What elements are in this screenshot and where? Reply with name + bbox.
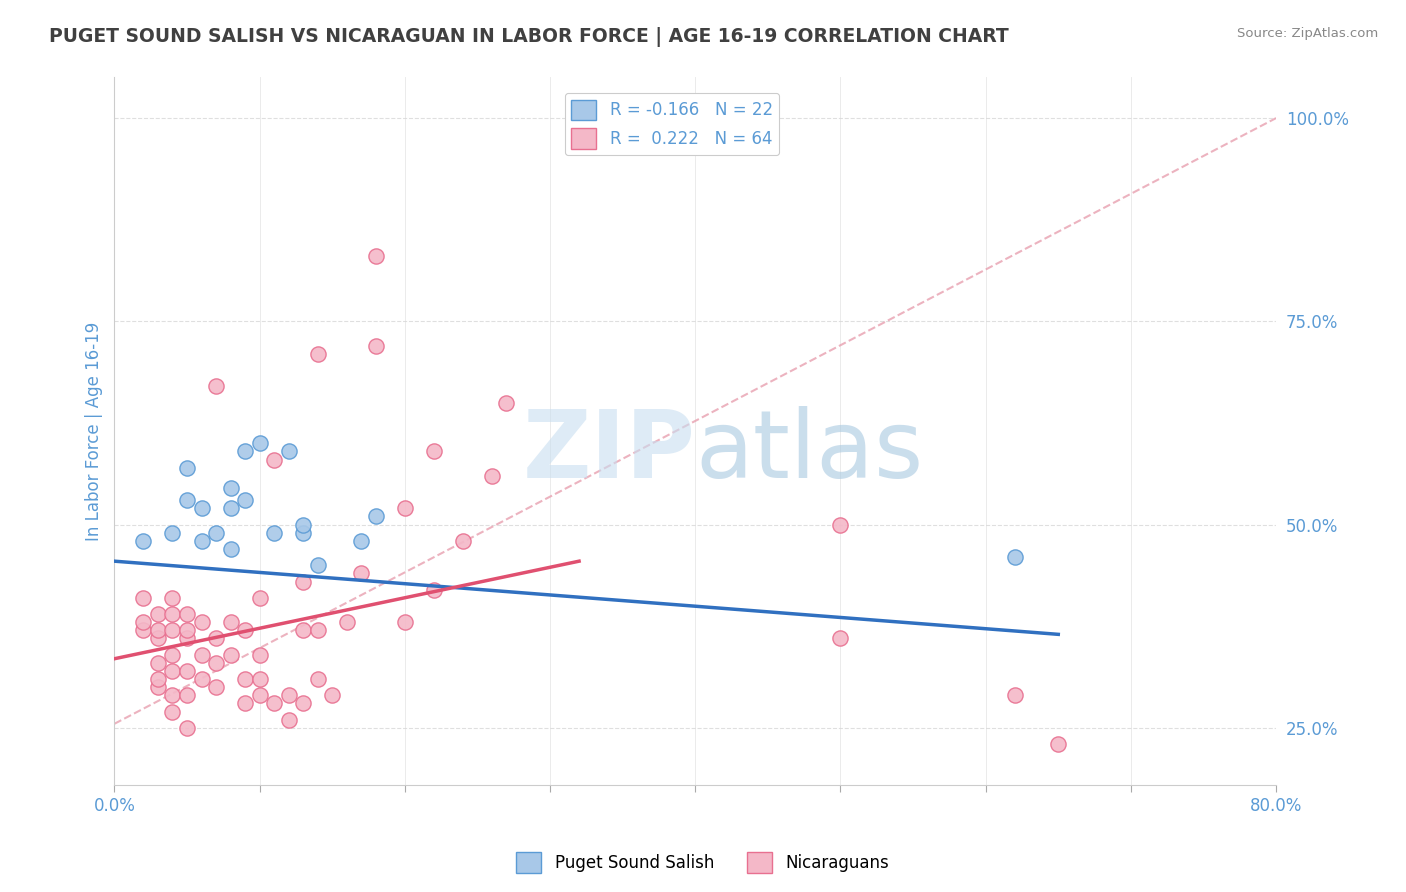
Point [205, 680, 228, 694]
Point [132, 533, 155, 548]
Point [249, 648, 271, 662]
Point [249, 436, 271, 450]
Point [219, 648, 242, 662]
Point [364, 339, 387, 353]
Point [162, 705, 184, 719]
Text: Source: ZipAtlas.com: Source: ZipAtlas.com [1237, 27, 1378, 40]
Point [233, 672, 256, 686]
Point [146, 624, 169, 638]
Point [249, 689, 271, 703]
Point [277, 689, 299, 703]
Point [292, 574, 315, 589]
Point [190, 648, 212, 662]
Point [176, 607, 198, 621]
Point [176, 632, 198, 646]
Point [423, 582, 446, 597]
Point [205, 656, 228, 670]
Legend: Puget Sound Salish, Nicaraguans: Puget Sound Salish, Nicaraguans [510, 846, 896, 880]
Point [336, 615, 359, 629]
Point [307, 347, 329, 361]
Point [205, 525, 228, 540]
Point [423, 444, 446, 458]
Point [190, 533, 212, 548]
Point [830, 517, 852, 532]
Point [307, 558, 329, 573]
Point [176, 689, 198, 703]
Point [292, 525, 315, 540]
Y-axis label: In Labor Force | Age 16-19: In Labor Force | Age 16-19 [86, 321, 103, 541]
Point [307, 624, 329, 638]
Point [162, 525, 184, 540]
Point [176, 624, 198, 638]
Point [146, 680, 169, 694]
Point [190, 615, 212, 629]
Point [190, 672, 212, 686]
Point [205, 632, 228, 646]
Text: PUGET SOUND SALISH VS NICARAGUAN IN LABOR FORCE | AGE 16-19 CORRELATION CHART: PUGET SOUND SALISH VS NICARAGUAN IN LABO… [49, 27, 1010, 46]
Point [219, 501, 242, 516]
Point [292, 624, 315, 638]
Legend: R = -0.166   N = 22, R =  0.222   N = 64: R = -0.166 N = 22, R = 0.222 N = 64 [565, 93, 779, 155]
Point [233, 444, 256, 458]
Point [162, 607, 184, 621]
Point [219, 541, 242, 556]
Point [146, 607, 169, 621]
Point [481, 468, 503, 483]
Point [277, 713, 299, 727]
Point [162, 664, 184, 678]
Point [176, 460, 198, 475]
Point [364, 509, 387, 524]
Text: atlas: atlas [695, 407, 924, 499]
Point [176, 721, 198, 735]
Point [146, 632, 169, 646]
Point [364, 249, 387, 263]
Point [321, 689, 343, 703]
Point [1047, 737, 1070, 751]
Point [249, 672, 271, 686]
Point [277, 444, 299, 458]
Point [146, 672, 169, 686]
Point [307, 672, 329, 686]
Point [219, 481, 242, 495]
Point [162, 689, 184, 703]
Point [233, 697, 256, 711]
Point [219, 615, 242, 629]
Text: ZIP: ZIP [523, 407, 695, 499]
Point [233, 624, 256, 638]
Point [292, 517, 315, 532]
Point [292, 697, 315, 711]
Point [394, 501, 416, 516]
Point [162, 624, 184, 638]
Point [190, 501, 212, 516]
Point [263, 697, 285, 711]
Point [132, 591, 155, 605]
Point [451, 533, 474, 548]
Point [263, 525, 285, 540]
Point [1004, 689, 1026, 703]
Point [132, 615, 155, 629]
Point [249, 591, 271, 605]
Point [495, 395, 517, 409]
Point [162, 648, 184, 662]
Point [263, 452, 285, 467]
Point [132, 624, 155, 638]
Point [1004, 550, 1026, 565]
Point [307, 810, 329, 824]
Point [205, 379, 228, 393]
Point [394, 615, 416, 629]
Point [350, 533, 373, 548]
Point [176, 664, 198, 678]
Point [176, 493, 198, 508]
Point [146, 656, 169, 670]
Point [233, 493, 256, 508]
Point [350, 566, 373, 581]
Point [162, 591, 184, 605]
Point [830, 632, 852, 646]
